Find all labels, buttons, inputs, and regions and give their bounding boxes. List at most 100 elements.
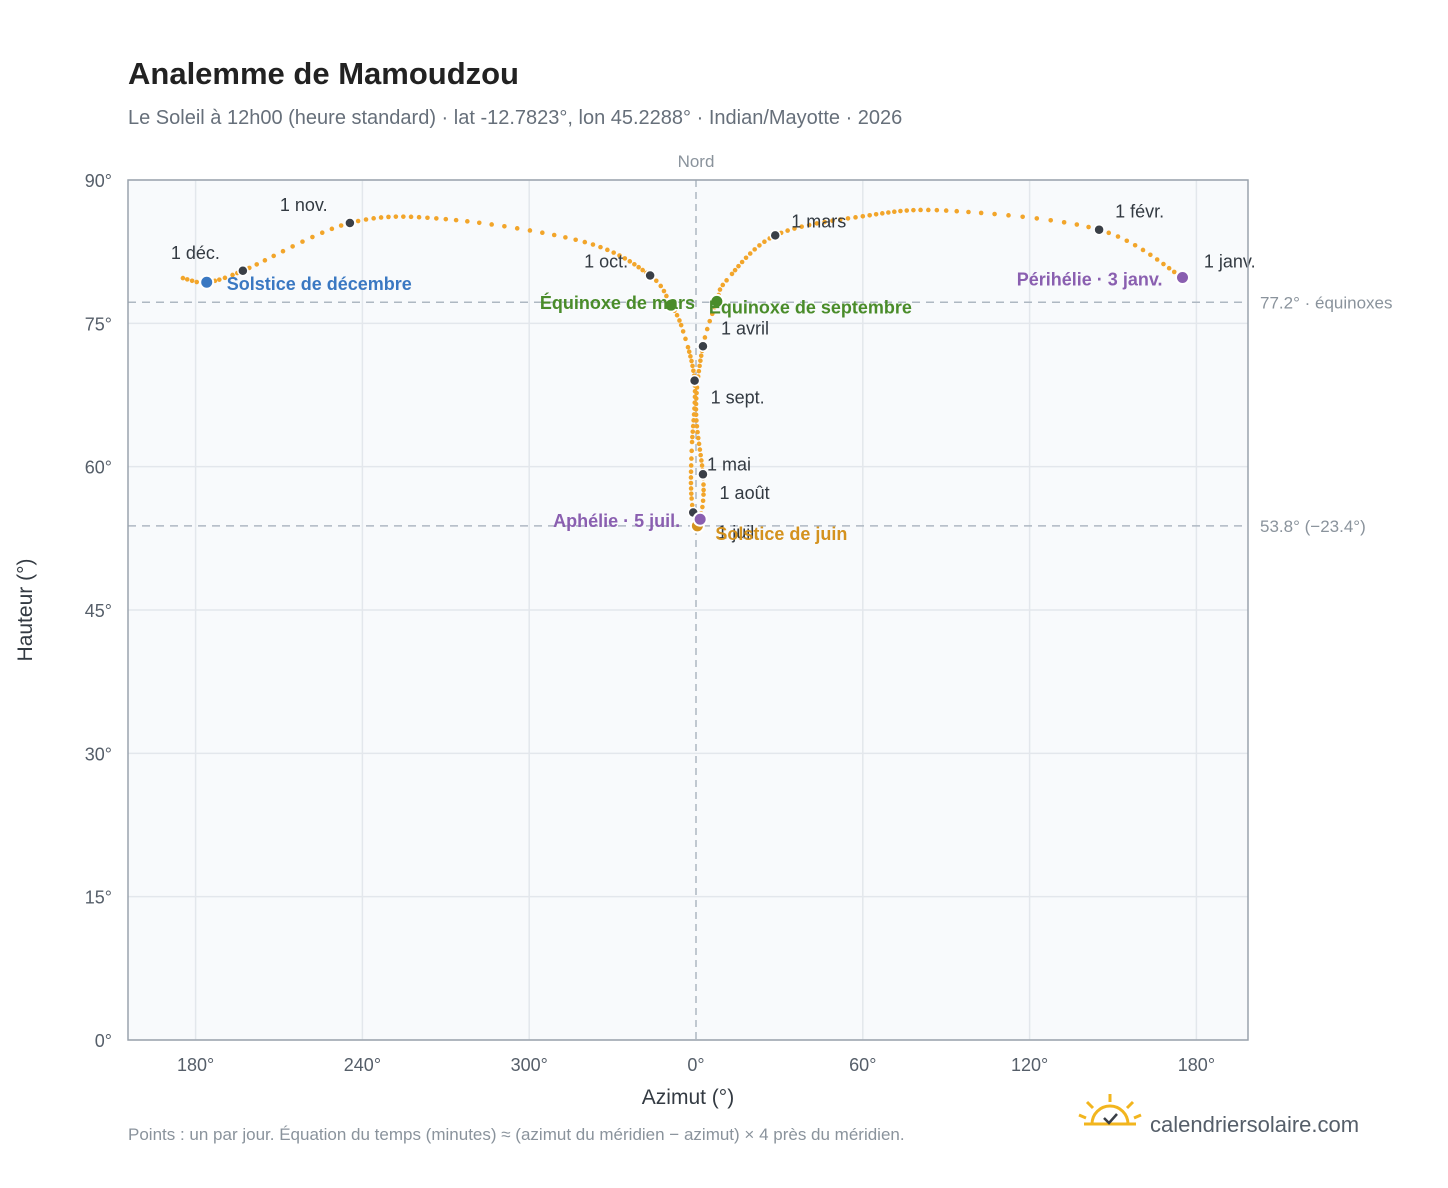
day-point	[699, 463, 705, 468]
day-point	[918, 207, 923, 213]
day-point	[704, 326, 710, 332]
x-tick-label: 0°	[687, 1055, 704, 1075]
day-point	[697, 363, 702, 369]
day-point	[688, 354, 693, 359]
day-point	[1115, 234, 1121, 239]
day-point	[540, 230, 545, 235]
month-marker	[1093, 223, 1105, 236]
month-marker-label: 1 août	[720, 483, 770, 503]
day-point	[1154, 257, 1160, 262]
day-point	[489, 222, 494, 227]
day-point	[686, 349, 692, 355]
day-point	[892, 209, 897, 215]
y-tick-label: 75°	[85, 314, 112, 334]
day-point	[254, 262, 260, 267]
brand-name: calendriersolaire.com	[1150, 1112, 1359, 1137]
day-point	[695, 435, 701, 441]
day-point	[724, 278, 729, 283]
month-marker-label: 1 janv.	[1204, 251, 1256, 271]
day-point	[688, 491, 694, 496]
day-point	[799, 224, 804, 229]
day-point	[926, 207, 931, 213]
day-point	[1006, 213, 1011, 218]
day-point	[598, 244, 603, 250]
day-point	[338, 223, 344, 228]
x-tick-label: 180°	[177, 1055, 214, 1075]
day-point	[329, 226, 335, 232]
day-point	[290, 244, 295, 249]
day-point	[743, 255, 749, 261]
day-point	[692, 400, 698, 405]
day-point	[736, 263, 741, 269]
month-marker-label: 1 déc.	[171, 243, 220, 263]
day-point	[1171, 269, 1177, 275]
day-point	[934, 207, 940, 213]
day-point	[1140, 247, 1146, 253]
axis-ticks: 180° 240° 300° 0° 60° 120° 180° 0° 15° 30° 45° 60° 7…	[85, 171, 1215, 1075]
day-point	[310, 234, 315, 240]
day-point	[677, 318, 682, 323]
day-point	[434, 216, 439, 221]
sun-icon	[1078, 1094, 1142, 1126]
day-point	[688, 475, 694, 480]
footnote: Points : un par jour. Équation du temps …	[128, 1125, 905, 1144]
event-marker	[709, 293, 725, 309]
plot-frame	[127, 179, 1249, 1041]
event-label: Aphélie · 5 juil.	[553, 511, 680, 531]
day-point	[271, 253, 276, 259]
month-marker	[688, 374, 701, 387]
day-point	[699, 458, 704, 463]
day-point	[702, 335, 708, 340]
month-marker-label: 1 févr.	[1115, 202, 1164, 222]
day-point	[617, 253, 622, 258]
day-point	[739, 259, 745, 265]
day-point	[729, 271, 735, 277]
y-tick-label: 90°	[85, 171, 112, 191]
day-point	[401, 214, 406, 219]
day-point	[674, 312, 680, 318]
day-point	[1161, 261, 1166, 267]
event-marker	[1175, 269, 1190, 285]
day-point	[978, 210, 984, 216]
day-point	[709, 311, 715, 317]
day-point	[605, 247, 610, 253]
day-point	[551, 232, 557, 238]
chart-title: Analemme de Mamoudzou	[128, 56, 519, 91]
day-point	[689, 496, 694, 501]
event-label: Périhélie · 3 janv.	[1017, 269, 1163, 289]
day-point	[416, 214, 422, 220]
month-marker-label: 1 nov.	[280, 195, 328, 215]
event-label: Solstice de juin	[715, 524, 847, 544]
day-point	[694, 423, 700, 429]
day-point	[1020, 214, 1025, 220]
y-tick-label: 15°	[85, 888, 112, 908]
day-point	[697, 447, 703, 452]
day-point	[689, 358, 694, 364]
day-point	[393, 214, 399, 219]
day-point	[688, 469, 694, 474]
day-point	[696, 441, 702, 447]
day-point	[378, 215, 384, 220]
day-point	[717, 287, 723, 292]
day-point	[230, 272, 235, 278]
day-point	[262, 258, 268, 263]
day-point	[590, 242, 596, 247]
day-point	[853, 215, 858, 220]
day-point	[690, 429, 696, 434]
x-tick-label: 60°	[849, 1055, 876, 1075]
day-point	[690, 423, 696, 429]
day-point	[692, 388, 698, 394]
reference-line-label: 77.2° · équinoxes	[1260, 293, 1393, 312]
day-point	[886, 210, 891, 215]
day-point	[1086, 224, 1091, 230]
day-point	[688, 463, 694, 468]
month-marker	[697, 468, 709, 481]
event-marker	[663, 297, 679, 313]
north-label: Nord	[678, 152, 715, 171]
day-point	[1034, 216, 1040, 221]
y-tick-label: 0°	[95, 1031, 112, 1051]
event-markers: Solstice de décembre Équinoxe de mars Équi…	[199, 269, 1190, 544]
day-point	[860, 214, 866, 219]
day-point	[319, 230, 325, 236]
